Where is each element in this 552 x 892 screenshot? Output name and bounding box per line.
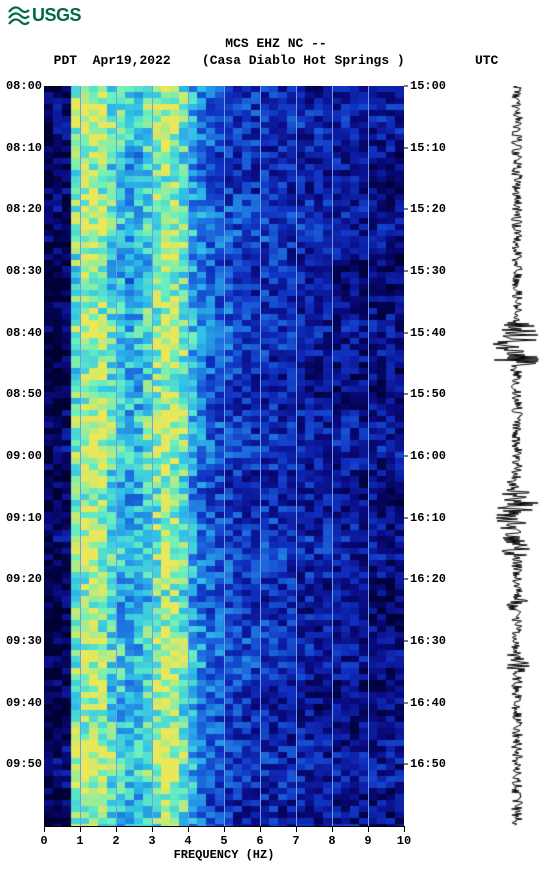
usgs-logo: USGS [8,4,81,26]
y-left-tick: 08:00 [6,79,42,93]
x-tick-label: 7 [292,834,299,848]
header-line2: PDT Apr19,2022 (Casa Diablo Hot Springs … [0,53,552,70]
x-tick-label: 2 [112,834,119,848]
y-right-dash [404,702,408,703]
x-tick-label: 0 [40,834,47,848]
x-tick-mark [152,826,153,832]
y-left-tick: 08:40 [6,326,42,340]
y-right-dash [404,579,408,580]
y-right-tick: 16:20 [410,572,446,586]
y-right-tick: 15:10 [410,141,446,155]
y-right-dash [404,147,408,148]
y-left-tick: 09:30 [6,634,42,648]
x-axis-frequency: FREQUENCY (HZ) 012345678910 [44,826,404,866]
x-tick-label: 9 [364,834,371,848]
y-left-tick: 09:50 [6,757,42,771]
chart-header: MCS EHZ NC -- PDT Apr19,2022 (Casa Diabl… [0,36,552,70]
x-tick-mark [404,826,405,832]
y-right-dash [404,394,408,395]
y-axis-right-utc: 15:0015:1015:2015:3015:4015:5016:0016:10… [404,86,454,826]
x-tick-mark [296,826,297,832]
y-right-tick: 16:30 [410,634,446,648]
x-tick-mark [368,826,369,832]
y-right-dash [404,332,408,333]
y-axis-left-pdt: 08:0008:1008:2008:3008:4008:5009:0009:10… [0,86,44,826]
x-tick-mark [224,826,225,832]
y-left-tick: 08:30 [6,264,42,278]
x-tick-mark [80,826,81,832]
y-right-dash [404,86,408,87]
x-tick-label: 8 [328,834,335,848]
y-right-tick: 16:00 [410,449,446,463]
y-left-tick: 08:10 [6,141,42,155]
y-right-dash [404,641,408,642]
y-right-tick: 15:00 [410,79,446,93]
seismogram-trace [490,86,544,826]
y-right-tick: 15:30 [410,264,446,278]
y-right-dash [404,209,408,210]
x-tick-label: 10 [397,834,411,848]
y-right-tick: 15:40 [410,326,446,340]
x-tick-mark [116,826,117,832]
y-right-tick: 15:50 [410,387,446,401]
usgs-logo-text: USGS [32,5,81,26]
x-tick-mark [260,826,261,832]
x-tick-label: 6 [256,834,263,848]
y-right-tick: 16:40 [410,696,446,710]
x-tick-mark [44,826,45,832]
x-tick-label: 1 [76,834,83,848]
header-date: Apr19,2022 [93,53,171,68]
y-right-tick: 16:10 [410,511,446,525]
y-right-tick: 15:20 [410,202,446,216]
y-right-dash [404,456,408,457]
x-axis-title: FREQUENCY (HZ) [44,848,404,862]
x-tick-mark [332,826,333,832]
station-name: (Casa Diablo Hot Springs ) [202,53,405,68]
y-right-dash [404,764,408,765]
header-line1: MCS EHZ NC -- [0,36,552,53]
utc-label: UTC [475,53,498,68]
y-right-dash [404,517,408,518]
pdt-label: PDT [54,53,77,68]
y-right-dash [404,271,408,272]
x-tick-mark [188,826,189,832]
x-tick-label: 3 [148,834,155,848]
y-left-tick: 08:20 [6,202,42,216]
y-left-tick: 09:40 [6,696,42,710]
y-left-tick: 09:00 [6,449,42,463]
y-right-tick: 16:50 [410,757,446,771]
y-left-tick: 09:10 [6,511,42,525]
spectrogram-area [44,86,404,826]
x-tick-label: 5 [220,834,227,848]
usgs-wave-icon [8,4,30,26]
x-tick-label: 4 [184,834,191,848]
y-left-tick: 09:20 [6,572,42,586]
spectrogram-canvas [44,86,404,826]
y-left-tick: 08:50 [6,387,42,401]
